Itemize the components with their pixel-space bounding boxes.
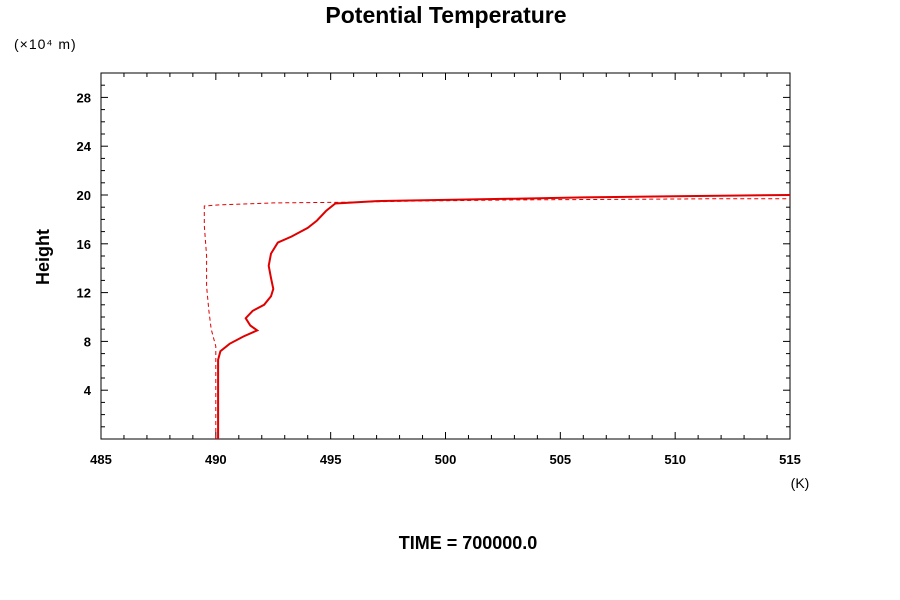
solid-profile-line bbox=[217, 194, 791, 439]
y-tick-label: 12 bbox=[77, 286, 91, 301]
time-footer: TIME = 700000.0 bbox=[399, 533, 538, 553]
y-tick-label: 8 bbox=[84, 334, 91, 349]
data-lines bbox=[203, 194, 791, 439]
x-tick-label: 515 bbox=[779, 452, 801, 467]
y-tick-label: 24 bbox=[77, 139, 92, 154]
y-tick-label: 4 bbox=[84, 383, 92, 398]
dashed-profile-line bbox=[203, 198, 790, 439]
x-tick-label: 490 bbox=[205, 452, 227, 467]
y-axis-label: Height bbox=[33, 229, 53, 285]
x-tick-label: 485 bbox=[90, 452, 112, 467]
chart-title: Potential Temperature bbox=[325, 2, 566, 28]
x-tick-label: 495 bbox=[320, 452, 342, 467]
axis-ticks bbox=[100, 73, 791, 439]
x-tick-label: 510 bbox=[664, 452, 686, 467]
x-tick-label: 505 bbox=[549, 452, 571, 467]
y-tick-label: 28 bbox=[77, 90, 91, 105]
x-tick-label: 500 bbox=[435, 452, 457, 467]
y-axis-unit: (×10⁴ m) bbox=[14, 36, 77, 52]
y-tick-labels: 4 8 12 16 20 24 28 bbox=[77, 90, 92, 398]
plot-frame bbox=[100, 72, 791, 440]
y-tick-label: 20 bbox=[77, 188, 91, 203]
x-axis-unit: (K) bbox=[791, 475, 810, 491]
x-tick-labels: 485 490 495 500 505 510 515 bbox=[90, 452, 801, 467]
y-tick-label: 16 bbox=[77, 237, 91, 252]
